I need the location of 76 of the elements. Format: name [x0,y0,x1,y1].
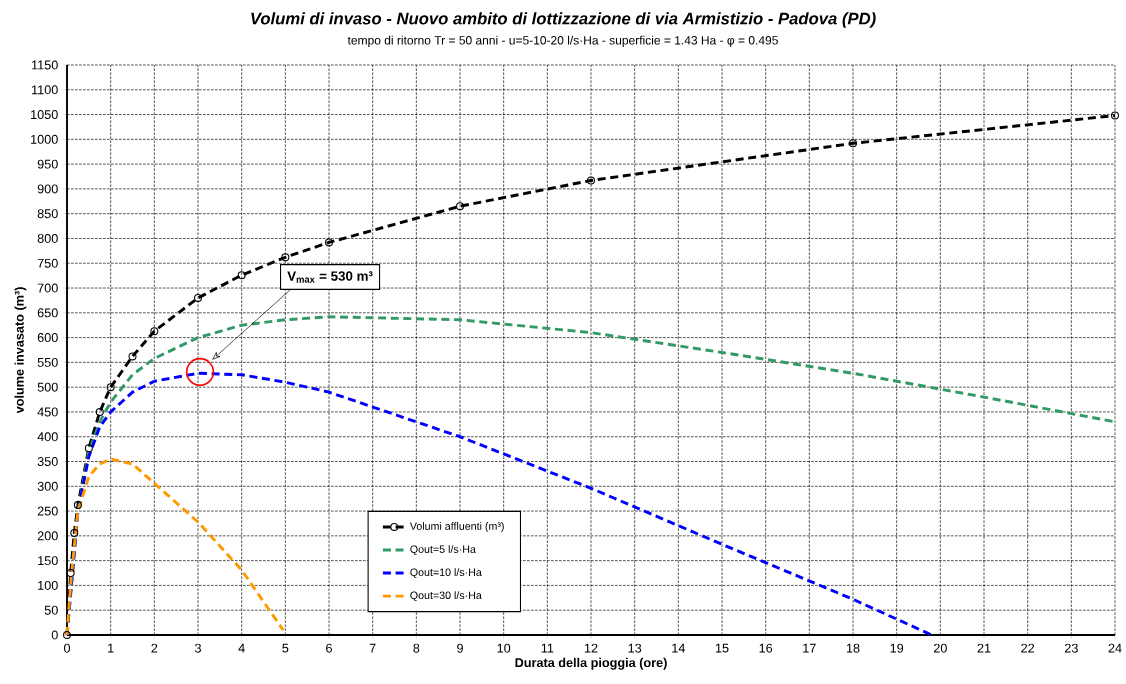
x-tick-label: 1 [108,643,114,653]
point [106,383,115,392]
y-tick-label: 350 [37,457,58,466]
x-tick-label: 13 [628,643,642,653]
point [128,352,137,361]
x-tick-label: 3 [194,643,201,653]
legend-label: Qout=10 l/s·Ha [410,568,482,578]
point [456,202,465,211]
line-series [65,457,285,637]
y-tick-label: 100 [38,580,58,590]
x-tick-label: 14 [672,643,686,653]
y-tick-label: 250 [37,506,58,516]
x-tick-label: 17 [803,643,816,653]
y-tick-label: 650 [37,308,58,318]
x-tick-label: 21 [977,643,991,653]
y-tick-label: 950 [37,159,58,169]
point [194,293,203,302]
y-tick-label: 1150 [32,60,58,70]
y-tick-label: 850 [37,209,58,219]
point [70,528,79,537]
point [84,444,93,453]
x-tick-label: 10 [497,643,511,653]
y-tick-label: 50 [44,605,58,615]
y-tick-label: 600 [37,333,58,343]
chart-title: Volumi di invaso - Nuovo ambito di lottizzazione di via Armistizio - Padova (PD) [251,12,876,28]
x-tick-label: 15 [715,643,729,653]
point [150,327,159,336]
y-tick-label: 750 [37,258,58,268]
x-tick-label: 11 [541,643,554,653]
point [587,176,596,185]
point [849,139,858,148]
x-tick-label: 8 [413,643,420,653]
y-tick-label: 200 [37,531,58,541]
x-tick-label: 22 [1021,643,1035,653]
y-tick-label: 550 [37,357,58,367]
x-tick-label: 9 [457,643,463,653]
y-tick-label: 1000 [31,134,58,144]
chart-subtitle: tempo di ritorno Tr = 50 anni - u=5-10-20 l/s·Ha - superficie = 1.43 Ha - φ = 0.495 [347,35,778,47]
y-tick-label: 300 [37,481,58,491]
y-tick-label: 1100 [32,85,58,95]
y-tick-label: 0 [51,630,58,640]
x-tick-label: 20 [933,643,947,653]
point [73,501,82,510]
y-tick-label: 150 [38,556,58,566]
point [237,271,246,280]
y-tick-label: 800 [37,233,58,243]
x-tick-label: 24 [1108,643,1122,653]
x-tick-label: 19 [890,643,904,653]
point [66,569,75,578]
point [1111,111,1120,120]
y-axis-title: volume invasato (m³) [14,287,27,414]
point [281,253,290,262]
x-tick-label: 6 [326,643,332,653]
legend-label: Volumi affluenti (m³) [409,522,504,533]
y-tick-label: 1050 [31,110,58,120]
point [95,407,104,416]
legend-label: Qout=30 l/s·Ha [410,591,482,601]
y-tick-label: 900 [37,184,58,194]
x-axis-title: Durata della pioggia (ore) [515,657,667,670]
x-tick-label: 16 [759,643,773,653]
x-tick-label: 2 [151,643,158,653]
x-tick-label: 23 [1064,643,1078,653]
x-tick-label: 4 [238,643,245,653]
y-tick-label: 700 [37,283,58,293]
x-tick-label: 0 [63,643,71,653]
y-tick-label: 450 [37,407,58,417]
y-tick-label: 500 [37,382,58,392]
legend-label: Qout=5 l/s·Ha [410,545,476,555]
x-tick-label: 18 [846,643,860,653]
point [325,238,334,247]
x-tick-label: 7 [369,643,376,653]
x-tick-label: 12 [584,643,598,653]
x-tick-label: 5 [282,643,289,653]
y-tick-label: 400 [37,432,58,442]
annotation: V$_{max}$ = 530 m³ [287,271,373,283]
point [63,630,72,639]
